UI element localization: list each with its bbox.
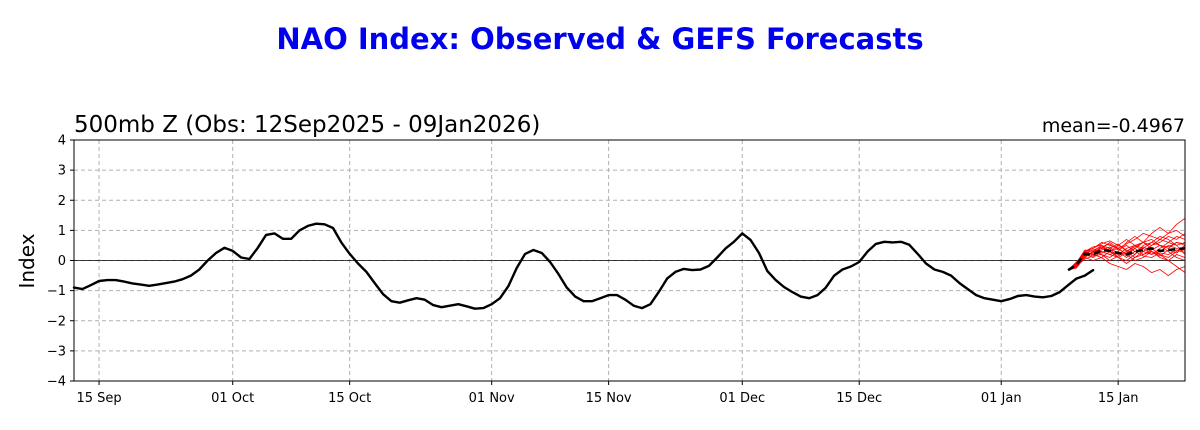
x-tick-label: 01 Oct	[211, 391, 254, 406]
ensemble-mean-line	[1067, 247, 1186, 272]
y-tick-label: 0	[58, 254, 66, 269]
ensemble-member-line	[1067, 240, 1186, 271]
x-axis-ticks: 15 Sep 01 Oct 15 Oct 01 Nov 15 Nov 01 Dec 15 D…	[76, 381, 1139, 406]
y-tick-label: 3	[58, 164, 66, 179]
x-tick-label: 15 Nov	[586, 391, 632, 406]
x-tick-label: 01 Dec	[719, 391, 765, 406]
x-tick-label: 15 Dec	[836, 391, 882, 406]
y-tick-label: −4	[47, 375, 66, 390]
y-axis-label: Index	[15, 233, 39, 288]
y-tick-label: −1	[47, 284, 66, 299]
x-tick-label: 15 Sep	[76, 391, 121, 406]
x-tick-label: 15 Jan	[1098, 391, 1139, 406]
x-tick-label: 01 Nov	[469, 391, 515, 406]
y-tick-label: 4	[58, 134, 66, 149]
y-tick-label: 2	[58, 194, 66, 209]
series-layer	[72, 217, 1186, 310]
ensemble-member-line	[1067, 257, 1186, 277]
y-tick-label: −3	[47, 344, 66, 359]
chart-title: NAO Index: Observed & GEFS Forecasts	[276, 22, 924, 56]
chart-subtitle-right: mean=-0.4967	[1042, 115, 1185, 137]
observed-series-line	[72, 222, 1095, 310]
ensemble-member-line	[1067, 241, 1186, 271]
chart-subtitle-left: 500mb Z (Obs: 12Sep2025 - 09Jan2026)	[74, 112, 540, 138]
x-tick-label: 15 Oct	[328, 391, 371, 406]
y-tick-label: −2	[47, 314, 66, 329]
y-axis-ticks: −4 −3 −2 −1 0 1 2 3 4	[47, 134, 74, 390]
ensemble-member-line	[1067, 233, 1186, 271]
y-tick-label: 1	[58, 224, 66, 239]
x-tick-label: 01 Jan	[981, 391, 1022, 406]
